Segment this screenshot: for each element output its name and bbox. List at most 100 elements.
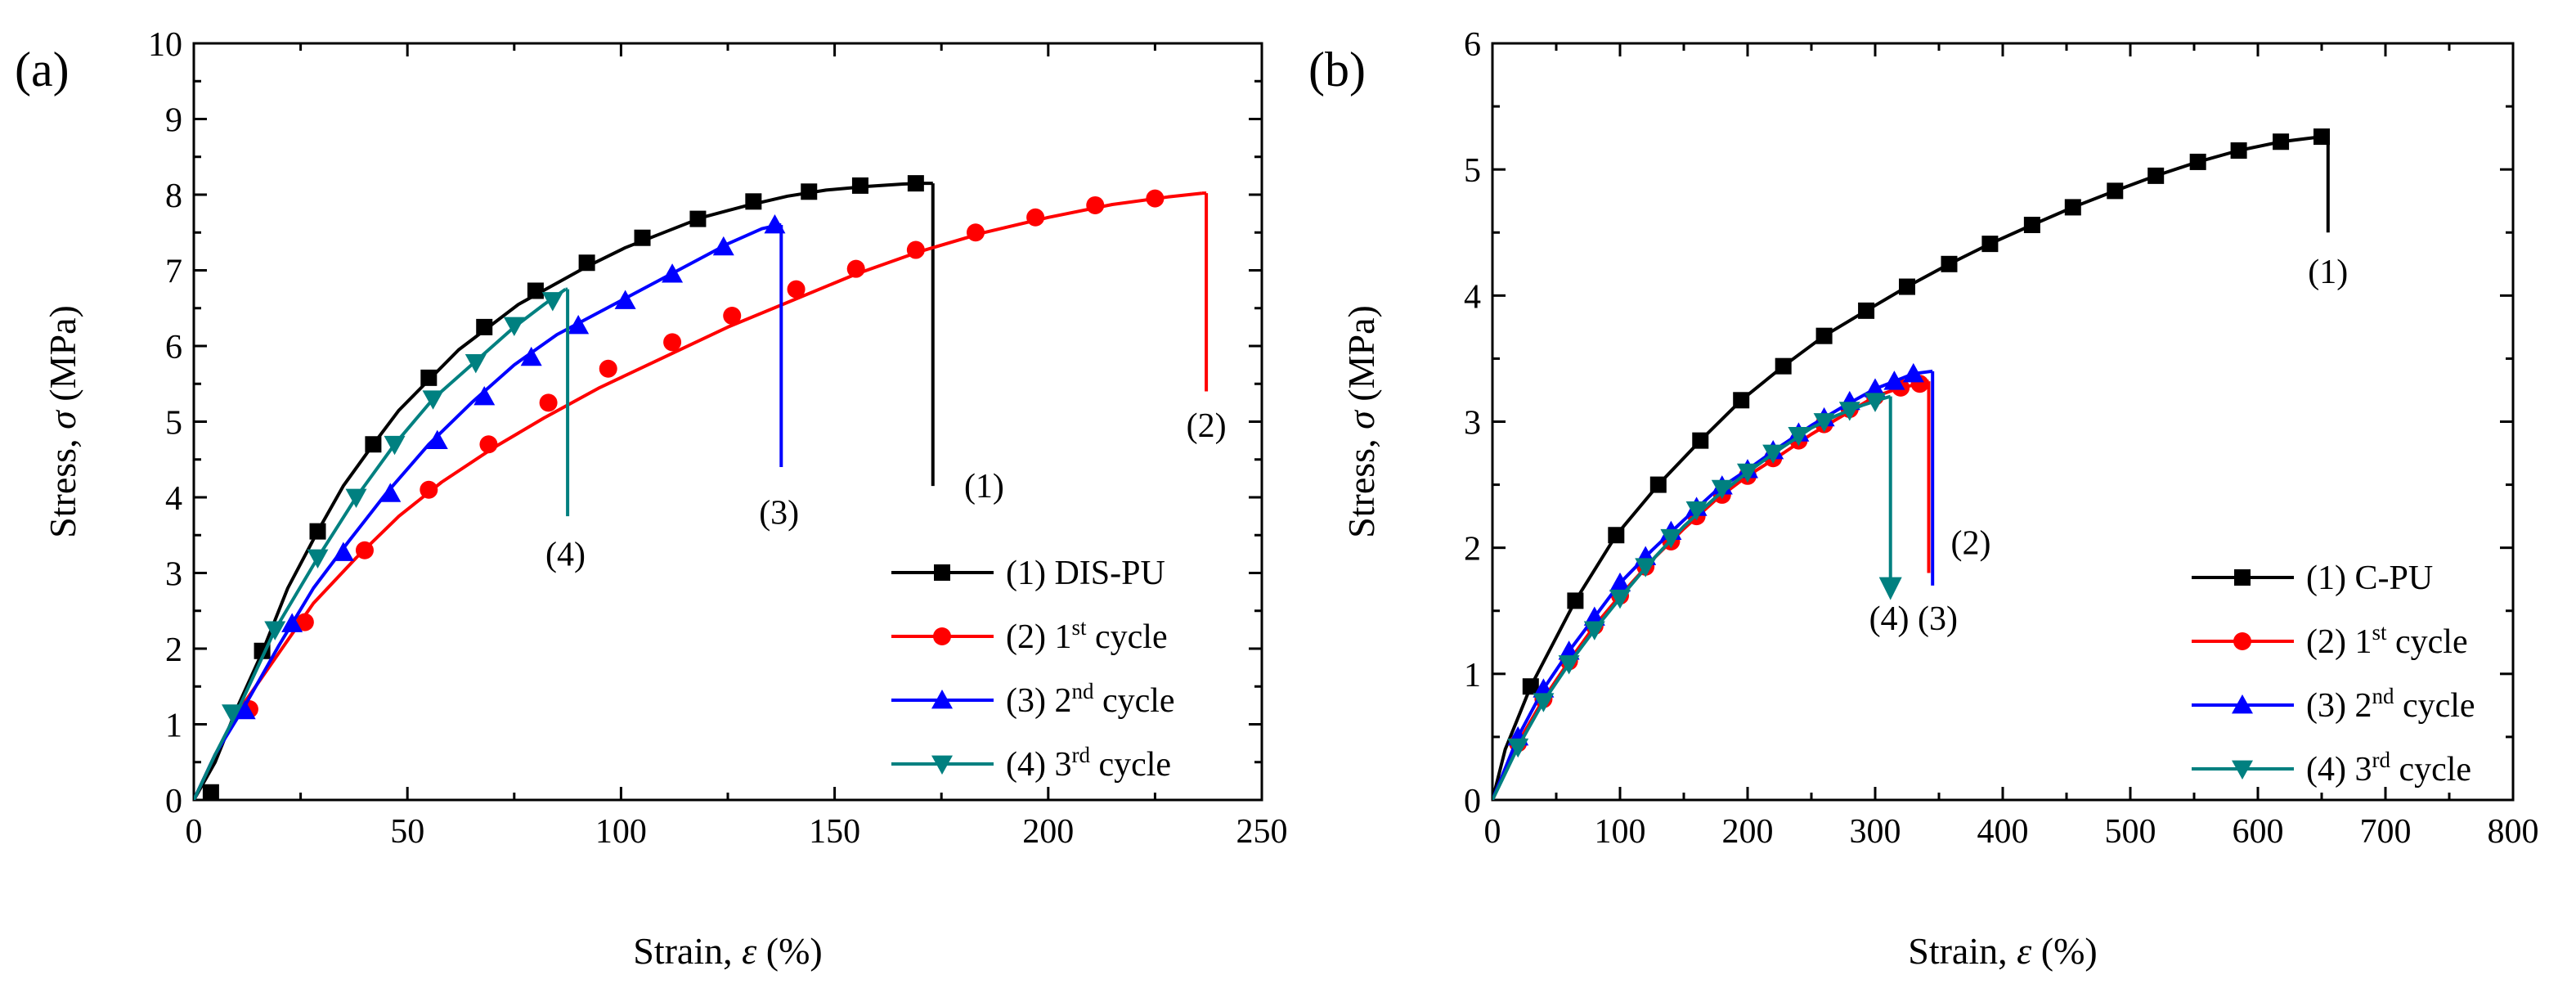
- data-point: [764, 214, 786, 234]
- data-point: [1026, 208, 1045, 227]
- data-point: [379, 483, 402, 502]
- series-line: [194, 287, 567, 800]
- y-tick-label: 10: [148, 26, 182, 64]
- data-point: [614, 290, 636, 309]
- panel-b: 0 100 200 300 400 500 600 700 800 0 1 2 3 4 5 6 Strain, …: [1308, 26, 2539, 972]
- data-point: [1685, 501, 1708, 521]
- data-point: [1902, 362, 1924, 383]
- y-tick-label: 1: [1464, 657, 1481, 694]
- curve-annotation: (1): [2308, 254, 2348, 291]
- data-point: [1838, 402, 1860, 421]
- data-point: [309, 523, 326, 540]
- y-axis-title: Stress, σ (MPa): [1340, 305, 1382, 538]
- y-tick-label: 5: [165, 405, 182, 443]
- series-1: [194, 175, 935, 800]
- data-point: [663, 333, 682, 352]
- y-tick-label: 0: [165, 783, 182, 820]
- legend-label: (1) C-PU: [2306, 559, 2433, 597]
- data-point: [1567, 592, 1584, 609]
- x-axis-title: Strain, ε (%): [1908, 930, 2098, 972]
- series-line: [1492, 135, 2322, 800]
- x-tick-label: 200: [1022, 813, 1074, 851]
- legend-marker: [2233, 632, 2251, 650]
- x-tick-label: 250: [1236, 813, 1288, 851]
- y-tick-label: 9: [165, 102, 182, 140]
- data-point: [712, 236, 734, 256]
- curve-annotation: (2): [1187, 407, 1227, 445]
- x-axis-title: Strain, ε (%): [633, 930, 823, 972]
- data-point: [1609, 589, 1631, 609]
- legend-marker: [2234, 569, 2251, 586]
- data-point: [234, 699, 256, 720]
- series-line: [194, 223, 780, 800]
- legend-item-1: (1) C-PU: [2192, 559, 2433, 597]
- y-tick-label: 3: [1464, 405, 1481, 443]
- legend-item-2: (2) 1st cycle: [891, 615, 1168, 656]
- legend-label: (4) 3rd cycle: [1006, 743, 1171, 784]
- data-point: [281, 613, 303, 632]
- panel-label: (a): [15, 43, 70, 97]
- curve-annotation: (1): [964, 468, 1004, 505]
- data-point: [1941, 255, 1958, 272]
- data-point: [1635, 558, 1657, 577]
- panel-label: (b): [1308, 43, 1366, 97]
- curve-annotation: (4) (3): [1869, 600, 1958, 638]
- legend-marker: [2232, 694, 2253, 714]
- data-point: [723, 307, 742, 325]
- legend-marker: [931, 755, 953, 775]
- y-tick-label: 6: [1464, 26, 1481, 64]
- data-point: [1692, 432, 1709, 449]
- legend-label: (4) 3rd cycle: [2306, 748, 2471, 789]
- data-point: [1981, 236, 1999, 253]
- data-point: [846, 259, 865, 278]
- data-point: [365, 436, 382, 453]
- data-point: [1775, 357, 1792, 375]
- data-point: [355, 541, 374, 559]
- data-point: [1813, 413, 1835, 433]
- curve-annotation: (4): [545, 536, 586, 573]
- data-point: [787, 280, 806, 299]
- y-tick-label: 8: [165, 177, 182, 215]
- series-2: [194, 189, 1209, 800]
- x-tick-label: 0: [186, 813, 203, 851]
- data-point: [345, 488, 367, 508]
- data-point: [578, 254, 595, 272]
- legend-label: (3) 2nd cycle: [2306, 684, 2475, 725]
- data-point: [202, 784, 219, 800]
- data-point: [1558, 655, 1580, 675]
- x-tick-label: 200: [1722, 813, 1774, 851]
- x-tick-label: 400: [1977, 813, 2029, 851]
- data-point: [422, 390, 444, 410]
- data-point: [527, 282, 544, 299]
- data-point: [1609, 572, 1631, 592]
- data-point: [384, 435, 406, 456]
- curve-annotation: (3): [759, 494, 799, 532]
- legend: (1) DIS-PU (2) 1st cycle (3) 2nd cycle (4) …: [891, 555, 1175, 784]
- x-tick-label: 800: [2488, 813, 2539, 851]
- legend-label: (3) 2nd cycle: [1006, 679, 1175, 720]
- y-tick-label: 2: [165, 631, 182, 669]
- series-4: [1492, 393, 1902, 800]
- legend-label: (1) DIS-PU: [1006, 555, 1165, 592]
- data-point: [295, 613, 314, 631]
- x-tick-label: 100: [1595, 813, 1646, 851]
- data-point: [2273, 133, 2290, 151]
- data-point: [1649, 476, 1667, 493]
- y-tick-label: 1: [165, 708, 182, 745]
- series-line: [194, 182, 933, 800]
- data-point: [476, 318, 493, 335]
- data-point: [503, 317, 525, 337]
- legend-item-4: (4) 3rd cycle: [891, 743, 1171, 784]
- legend-marker: [933, 627, 951, 645]
- data-point: [1660, 528, 1682, 549]
- y-tick-label: 4: [1464, 278, 1481, 316]
- fracture-arrow: [1878, 577, 1902, 600]
- series-1: [1492, 128, 2330, 800]
- legend-item-1: (1) DIS-PU: [891, 555, 1165, 592]
- legend-label: (2) 1st cycle: [1006, 615, 1168, 656]
- series-3: [194, 214, 786, 800]
- data-point: [662, 263, 684, 283]
- data-point: [1086, 195, 1105, 214]
- data-point: [2147, 167, 2165, 184]
